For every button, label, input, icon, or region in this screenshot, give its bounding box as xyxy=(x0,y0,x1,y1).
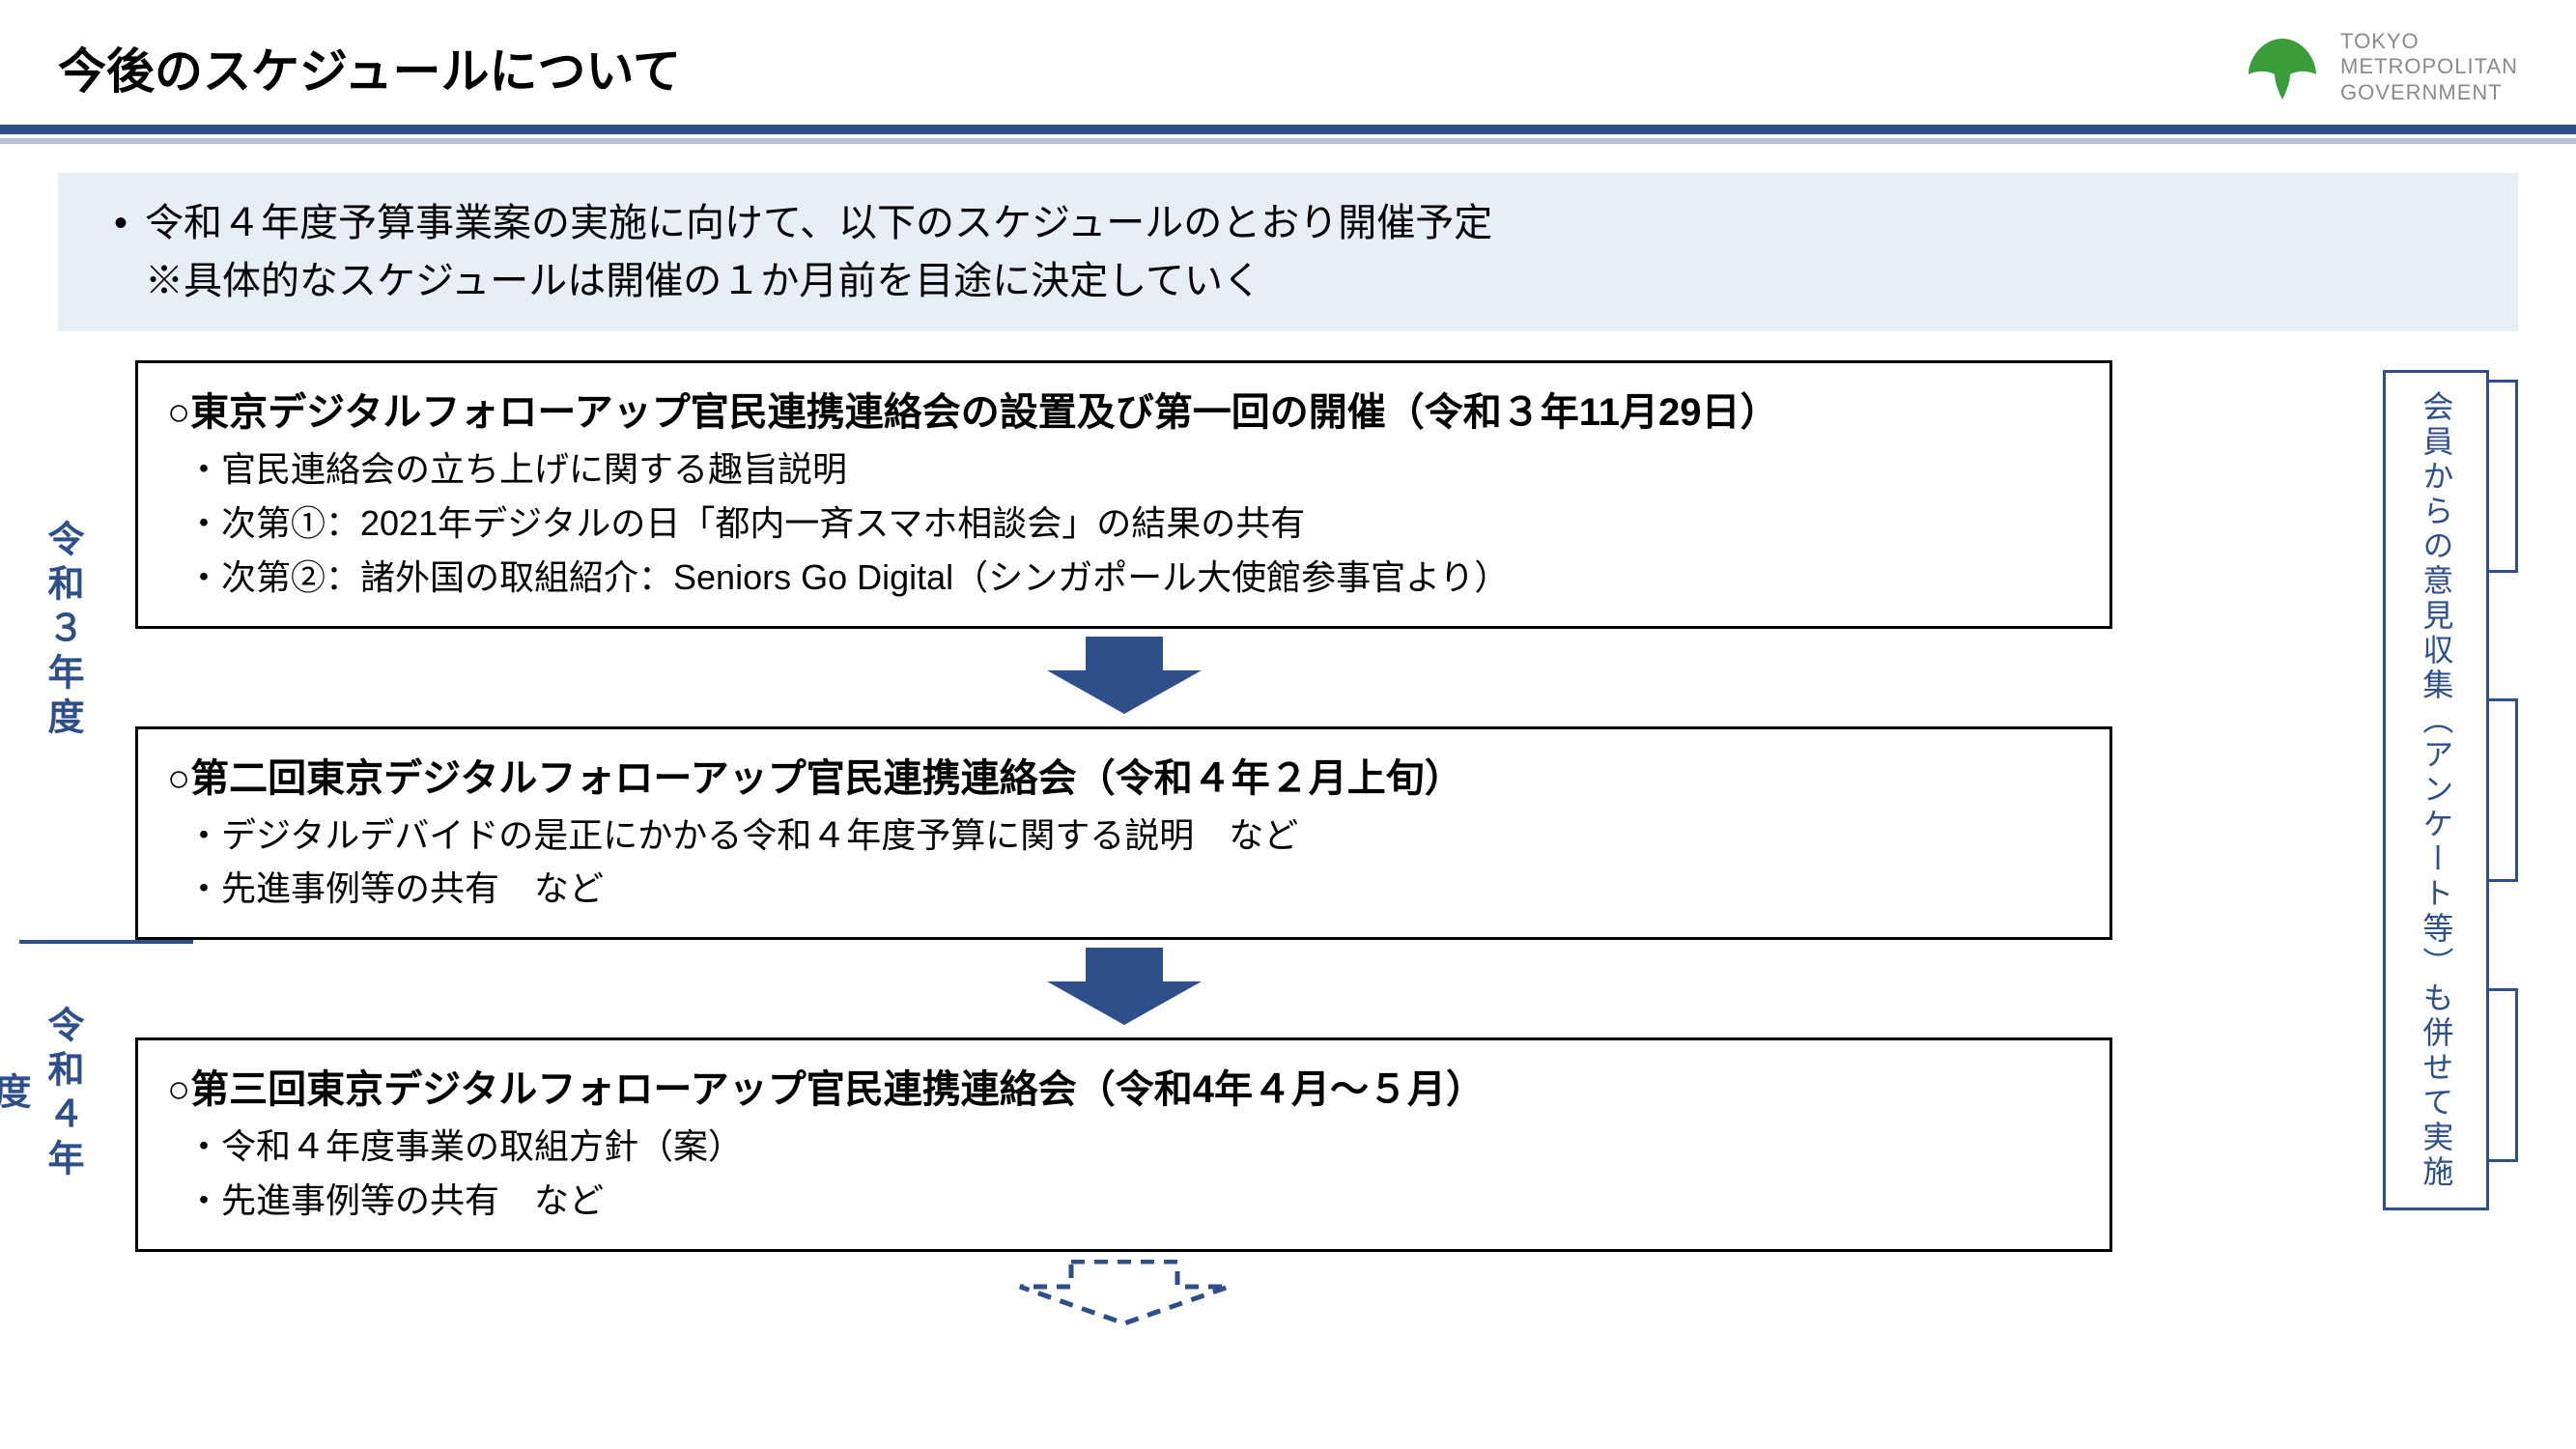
year-divider xyxy=(19,940,193,944)
card1-title: ○東京デジタルフォローアップ官民連携連絡会の設置及び第一回の開催（令和３年11月… xyxy=(167,381,2081,437)
intro-line1: 令和４年度予算事業案の実施に向けて、以下のスケジュールのとおり開催予定 xyxy=(145,194,1492,252)
page-title: 今後のスケジュールについて xyxy=(58,33,681,102)
org-name-line3: GOVERNMENT xyxy=(2340,80,2518,105)
ginkgo-leaf-icon xyxy=(2244,34,2321,101)
card2-title: ○第二回東京デジタルフォローアップ官民連携連絡会（令和４年２月上旬） xyxy=(167,747,2081,803)
intro-line2: ※具体的なスケジュールは開催の１か月前を目途に決定していく xyxy=(97,252,2479,310)
card3-item: 令和４年度事業の取組方針（案） xyxy=(186,1120,2081,1174)
card2-item: デジタルデバイドの是正にかかる令和４年度予算に関する説明 など xyxy=(186,809,2081,863)
schedule-card-2: ○第二回東京デジタルフォローアップ官民連携連絡会（令和４年２月上旬） デジタルデ… xyxy=(135,726,2112,941)
intro-box: • 令和４年度予算事業案の実施に向けて、以下のスケジュールのとおり開催予定 ※具… xyxy=(58,173,2518,331)
schedule-area: 令和３年度 令和４年度 ○東京デジタルフォローアップ官民連携連絡会の設置及び第一… xyxy=(58,360,2518,1332)
card1-item: 次第②：諸外国の取組紹介：Seniors Go Digital（シンガポール大使… xyxy=(186,551,2081,605)
schedule-card-3: ○第三回東京デジタルフォローアップ官民連携連絡会（令和4年４月～５月） 令和４年… xyxy=(135,1037,2112,1252)
org-logo: TOKYO METROPOLITAN GOVERNMENT xyxy=(2244,29,2518,105)
year-label-r3: 令和３年度 xyxy=(41,467,89,795)
schedule-card-1: ○東京デジタルフォローアップ官民連携連絡会の設置及び第一回の開催（令和３年11月… xyxy=(135,360,2112,628)
side-bracket-2 xyxy=(2489,698,2518,882)
header-rule-primary xyxy=(0,125,2576,134)
org-name-line1: TOKYO xyxy=(2340,29,2518,54)
side-note-box: 会員からの意見収集（アンケート等）も併せて実施 xyxy=(2383,370,2489,1210)
org-name-line2: METROPOLITAN xyxy=(2340,54,2518,79)
side-bracket-3 xyxy=(2489,988,2518,1162)
card3-item: 先進事例等の共有 など xyxy=(186,1174,2081,1228)
card3-title: ○第三回東京デジタルフォローアップ官民連携連絡会（令和4年４月～５月） xyxy=(167,1058,2081,1114)
year-label-r4: 令和４年度 xyxy=(41,998,89,1191)
arrow-down-1 xyxy=(135,637,2112,719)
header-rule-secondary xyxy=(0,138,2576,144)
arrow-down-dashed xyxy=(135,1260,2112,1332)
intro-bullet-dot: • xyxy=(97,194,145,252)
card2-item: 先進事例等の共有 など xyxy=(186,862,2081,916)
card1-item: 官民連絡会の立ち上げに関する趣旨説明 xyxy=(186,442,2081,497)
org-name: TOKYO METROPOLITAN GOVERNMENT xyxy=(2340,29,2518,105)
arrow-down-2 xyxy=(135,948,2112,1030)
side-bracket-1 xyxy=(2489,380,2518,573)
side-note-text: 会員からの意見収集（アンケート等）も併せて実施 xyxy=(2415,390,2458,1190)
card1-item: 次第①：2021年デジタルの日「都内一斉スマホ相談会」の結果の共有 xyxy=(186,497,2081,551)
